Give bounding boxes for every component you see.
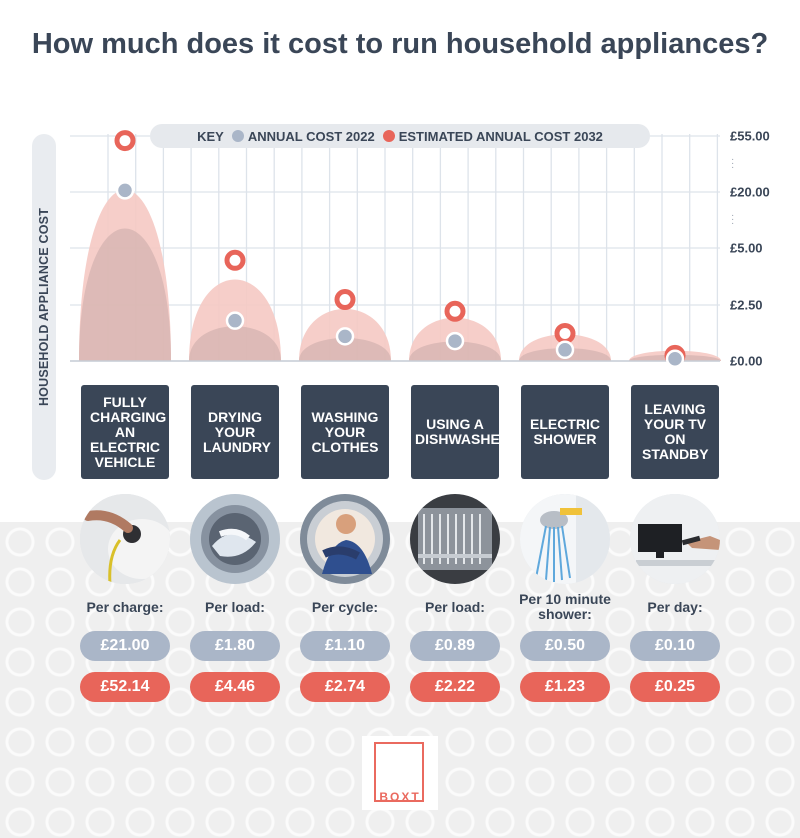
cost-2022-pill: £0.89 [410,631,500,661]
y-tick-label: £20.00 [730,184,770,200]
y-axis-label-pill [32,134,56,480]
category-box-tv: LEAVING YOUR TV ON STANDBY [631,385,719,479]
cost-2022-pill: £1.80 [190,631,280,661]
y-tick-label: £2.50 [730,297,763,313]
legend-key-label: KEY [197,128,224,144]
cost-2022-curve [299,338,391,361]
cost-2022-point [665,349,685,369]
unit-label: Per cycle: [311,598,379,615]
y-axis-break: · · · [731,210,735,229]
category-box-dishwasher: USING A DISHWASHER [411,385,510,479]
category-box-washing: WASHING YOUR CLOTHES [301,385,389,479]
category-box-shower: ELECTRIC SHOWER [521,385,609,479]
category-box-drying: DRYING YOUR LAUNDRY [191,385,279,479]
cost-2032-point [334,289,356,311]
cost-2022-point [445,331,465,351]
boxt-logo: BOXT [362,736,438,810]
y-tick-label: £5.00 [730,240,763,256]
logo-frame [374,742,424,802]
legend-2022-swatch [231,130,244,142]
cost-2032-pill: £2.22 [410,672,500,702]
cost-2022-curve [409,341,501,361]
cost-2032-point [444,300,466,322]
unit-label: Per 10 minute shower: [519,591,611,622]
cost-2032-point [114,130,136,152]
cost-2032-pill: £2.74 [300,672,390,702]
cost-2032-point [554,322,576,344]
logo-text: BOXT [379,790,421,804]
cost-2032-point [224,249,246,271]
cost-2022-curve [189,326,281,361]
legend-2032-swatch [382,130,395,142]
cost-2022-point [225,311,245,330]
cost-2022-curve [79,228,171,361]
unit-label: Per load: [425,598,485,615]
unit-label: Per day: [647,598,703,615]
y-tick-label: £0.00 [730,353,763,369]
cost-2022-pill: £21.00 [80,631,170,661]
legend-2032-label: ESTIMATED ANNUAL COST 2032 [398,128,603,144]
shower-head-icon [520,494,610,584]
y-tick-label: £55.00 [730,128,770,144]
tv-remote-icon [630,494,720,584]
washing-machine-icon [300,494,390,584]
cost-2022-pill: £1.10 [300,631,390,661]
chart-legend: KEY ANNUAL COST 2022 ESTIMATED ANNUAL CO… [150,124,650,148]
cost-2032-pill: £52.14 [80,672,170,702]
chart-plot [70,130,721,369]
unit-label: Per load: [205,598,265,615]
tumble-dryer-icon [190,494,280,584]
cost-2022-point [115,181,135,200]
y-axis-break: · · · [731,154,735,173]
cost-2022-point [555,340,575,360]
category-box-ev: FULLY CHARGING AN ELECTRIC VEHICLE [81,385,169,479]
unit-label: Per charge: [86,598,164,615]
electric-vehicle-charging-icon [80,494,170,584]
cost-2022-pill: £0.50 [520,631,610,661]
cost-2032-pill: £0.25 [630,672,720,702]
cost-2022-point [335,327,355,346]
page-title: How much does it cost to run household a… [31,28,769,60]
legend-2022-label: ANNUAL COST 2022 [247,128,375,144]
cost-2032-pill: £4.46 [190,672,280,702]
cost-2032-pill: £1.23 [520,672,610,702]
dishwasher-icon [410,494,500,584]
cost-2022-pill: £0.10 [630,631,720,661]
